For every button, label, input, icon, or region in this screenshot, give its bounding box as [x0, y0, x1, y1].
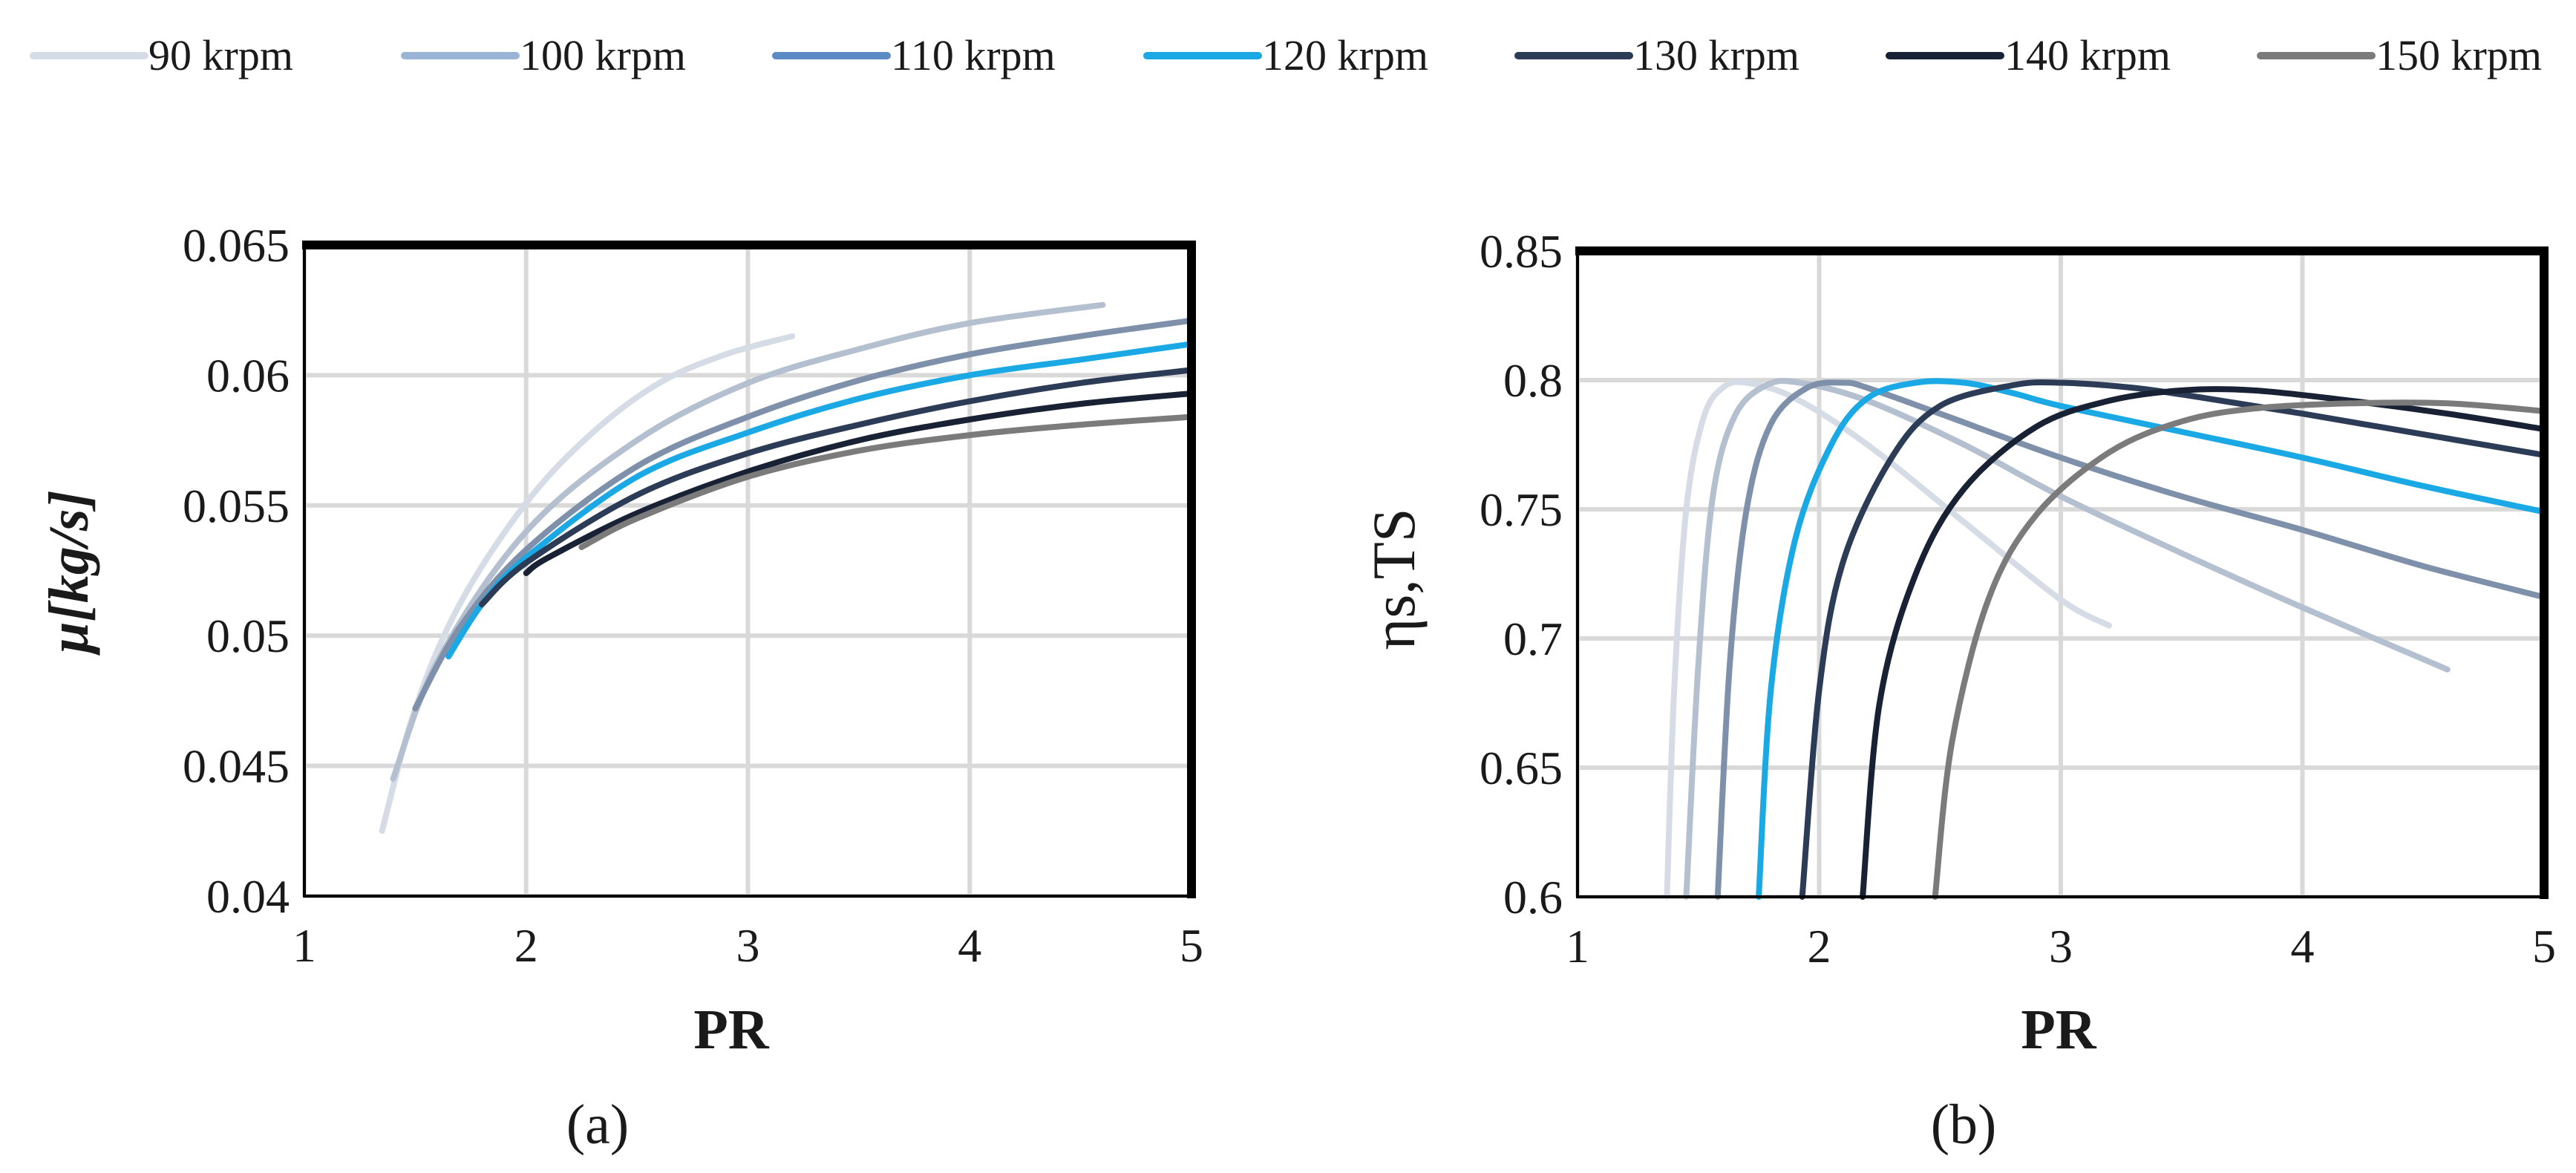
- series-line-140-krpm: [1860, 386, 2547, 900]
- y-tick-label: 0.055: [183, 480, 290, 532]
- y-tick-label: 0.8: [1503, 354, 1563, 407]
- chart-b-tick-labels: 1 2 3 4 5 0.6 0.65 0.7 0.75 0.8 0.85: [1480, 225, 2556, 973]
- y-tick-label: 0.85: [1480, 225, 1563, 278]
- legend-label: 100 krpm: [520, 31, 686, 79]
- x-tick-label: 2: [1808, 920, 1831, 973]
- series-line-90-krpm: [1664, 379, 2113, 900]
- x-tick-label: 4: [2291, 920, 2315, 973]
- chart-a-y-axis-title: μ[kg/s]: [38, 490, 100, 656]
- y-tick-label: 0.065: [183, 219, 290, 272]
- y-tick-label: 0.04: [206, 870, 290, 923]
- chart-a-tick-labels: 1 2 3 4 5 0.04 0.045 0.05 0.055 0.06 0.065: [183, 219, 1203, 972]
- series-line-110-krpm: [1714, 379, 2547, 900]
- x-tick-label: 1: [1566, 920, 1589, 973]
- legend-label: 110 krpm: [891, 31, 1056, 79]
- legend-label: 90 krpm: [148, 31, 293, 79]
- x-tick-label: 5: [2532, 920, 2556, 973]
- y-tick-label: 0.6: [1503, 871, 1563, 924]
- series-line-130-krpm: [479, 367, 1194, 608]
- series-line-100-krpm: [1683, 378, 2451, 900]
- series-line-130-krpm: [1799, 379, 2547, 900]
- y-tick-label: 0.045: [183, 740, 290, 793]
- x-tick-label: 2: [514, 919, 538, 972]
- series-line-90-krpm: [379, 333, 796, 834]
- chart-b-efficiency: 1 2 3 4 5 0.6 0.65 0.7 0.75 0.8 0.85 PR ηs,TS (b): [1360, 225, 2556, 1156]
- legend-label: 130 krpm: [1633, 31, 1799, 79]
- chart-a-mass-flow: 1 2 3 4 5 0.04 0.045 0.05 0.055 0.06 0.065 PR μ[kg…: [38, 219, 1203, 1156]
- series-line-150-krpm: [1932, 399, 2547, 900]
- y-tick-label: 0.65: [1480, 742, 1563, 794]
- y-tick-label: 0.7: [1503, 612, 1563, 665]
- legend-label: 140 krpm: [2004, 31, 2171, 79]
- chart-a-series: [379, 301, 1194, 834]
- y-tick-label: 0.05: [206, 610, 290, 662]
- series-line-140-krpm: [523, 391, 1194, 576]
- x-tick-label: 5: [1180, 919, 1203, 972]
- y-tick-label: 0.75: [1480, 483, 1563, 536]
- caption-a: (a): [566, 1094, 629, 1156]
- x-tick-label: 3: [736, 919, 760, 972]
- chart-b-x-axis-title: PR: [2021, 999, 2096, 1061]
- y-tick-label: 0.06: [206, 349, 290, 402]
- chart-b-y-axis-title: ηs,TS: [1360, 509, 1428, 650]
- chart-b-series: [1664, 378, 2547, 900]
- caption-b: (b): [1931, 1094, 1997, 1156]
- series-line-120-krpm: [1756, 378, 2547, 900]
- chart-a-x-axis-title: PR: [693, 999, 769, 1061]
- legend: 90 krpm 100 krpm 110 krpm 120 krpm 130 krpm 1…: [30, 31, 2542, 79]
- x-tick-label: 1: [292, 919, 316, 972]
- chart-a-gridlines: [302, 243, 1194, 898]
- series-line-110-krpm: [412, 317, 1194, 712]
- legend-label: 120 krpm: [1262, 31, 1428, 79]
- series-line-150-krpm: [578, 414, 1194, 550]
- x-tick-label: 3: [2049, 920, 2073, 973]
- x-tick-label: 4: [958, 919, 981, 972]
- legend-label: 150 krpm: [2376, 31, 2542, 79]
